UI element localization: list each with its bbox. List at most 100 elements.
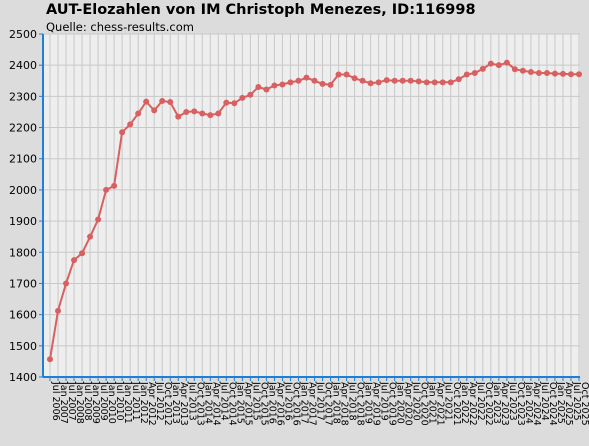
x-tick-label: Oct 2020 — [419, 382, 430, 426]
data-point — [527, 69, 534, 76]
data-point — [335, 71, 342, 78]
x-tick-label: Oct 2019 — [387, 382, 398, 426]
x-tick-label: Oct 2017 — [323, 382, 334, 426]
y-tick-label: 1500 — [9, 340, 37, 353]
data-point — [423, 79, 430, 86]
x-tick-label: Jul 2015 — [250, 381, 261, 421]
chart-subtitle: Quelle: chess-results.com — [46, 20, 194, 34]
y-tick-label: 2400 — [9, 59, 37, 72]
x-tick-label: Jan 2010 — [106, 381, 117, 424]
x-tick-label: Oct 2018 — [355, 382, 366, 426]
data-point — [279, 81, 286, 88]
x-tick-label: Jul 2009 — [98, 381, 109, 421]
data-point — [151, 107, 158, 114]
x-tick-label: Apr 2016 — [274, 382, 285, 426]
data-point — [559, 70, 566, 77]
data-point — [263, 86, 270, 93]
x-tick-label: Apr 2018 — [339, 382, 350, 426]
x-tick-label: Oct 2013 — [194, 382, 205, 426]
x-tick-label: Apr 2012 — [146, 382, 157, 426]
data-point — [183, 108, 190, 115]
series-points — [47, 59, 582, 363]
x-tick-label: Apr 2015 — [242, 382, 253, 426]
x-tick-label: Jul 2006 — [50, 381, 61, 421]
axes — [39, 33, 580, 381]
x-tick-label: Jan 2013 — [170, 381, 181, 424]
y-tick-label: 1400 — [9, 371, 37, 384]
x-tick-label: Apr 2025 — [563, 382, 574, 426]
x-tick-label: Apr 2013 — [178, 382, 189, 426]
data-point — [463, 71, 470, 78]
data-point — [367, 80, 374, 87]
data-point — [215, 110, 222, 117]
x-tick-label: Oct 2024 — [547, 382, 558, 426]
data-point — [551, 70, 558, 77]
data-point — [471, 69, 478, 76]
data-point — [479, 65, 486, 72]
y-tick-label: 1700 — [9, 277, 37, 290]
x-tick-label: Oct 2012 — [162, 382, 173, 426]
data-point — [111, 182, 118, 189]
y-tick-label: 2100 — [9, 153, 37, 166]
x-tick-label: Jul 2021 — [443, 381, 454, 421]
data-point — [135, 110, 142, 117]
y-tick-label: 1900 — [9, 215, 37, 228]
x-tick-label: Apr 2020 — [403, 382, 414, 426]
x-tick-label: Apr 2019 — [371, 382, 382, 426]
data-point — [359, 77, 366, 84]
data-point — [159, 98, 166, 105]
x-tick-label: Jul 2007 — [66, 381, 77, 421]
data-point — [255, 84, 262, 91]
data-point — [407, 77, 414, 84]
data-point — [207, 112, 214, 119]
data-point — [119, 129, 126, 136]
x-tick-label: Apr 2017 — [306, 382, 317, 426]
x-tick-label: Jul 2024 — [539, 381, 550, 421]
data-point — [55, 307, 62, 314]
x-tick-label: Jul 2017 — [315, 381, 326, 421]
x-tick-label: Jan 2020 — [395, 381, 406, 424]
data-point — [71, 257, 78, 264]
y-tick-labels: 1400 1500 1600 1700 1800 1900 2000 2100 2200 2300… — [9, 28, 37, 384]
x-tick-label: Jul 2016 — [282, 381, 293, 421]
x-tick-label: Oct 2014 — [226, 382, 237, 426]
x-tick-label: Jul 2008 — [82, 381, 93, 421]
data-point — [191, 108, 198, 115]
x-tick-label: Jul 2018 — [347, 381, 358, 421]
data-point — [455, 76, 462, 83]
x-tick-label: Oct 2023 — [515, 382, 526, 426]
x-tick-label: Jan 2011 — [122, 381, 133, 424]
data-point — [447, 79, 454, 86]
x-tick-label: Jan 2016 — [266, 381, 277, 424]
x-tick-label: Jan 2019 — [363, 381, 374, 424]
x-tick-label: Jan 2007 — [58, 381, 69, 424]
plot-area — [43, 34, 580, 377]
data-point — [247, 91, 254, 98]
data-point — [519, 67, 526, 74]
x-tick-label: Apr 2022 — [467, 382, 478, 426]
data-point — [103, 186, 110, 193]
data-point — [143, 98, 150, 105]
data-point — [415, 78, 422, 85]
x-tick-label: Jul 2011 — [130, 381, 141, 421]
x-tick-label: Jul 2022 — [475, 381, 486, 421]
x-tick-label: Jan 2008 — [74, 381, 85, 424]
y-tick-label: 2500 — [9, 28, 37, 41]
x-tick-label: Jan 2009 — [90, 381, 101, 424]
x-tick-label: Oct 2016 — [290, 382, 301, 426]
data-point — [63, 280, 70, 287]
data-point — [495, 62, 502, 69]
data-point — [167, 98, 174, 105]
data-point — [223, 99, 230, 106]
data-point — [87, 233, 94, 240]
x-tick-label: Jul 2020 — [411, 381, 422, 421]
chart-title: AUT-Elozahlen von IM Christoph Menezes, … — [46, 2, 476, 18]
y-tick-label: 1800 — [9, 246, 37, 259]
x-tick-label: Jan 2022 — [459, 381, 470, 424]
x-tick-label: Oct 2015 — [258, 382, 269, 426]
data-point — [399, 77, 406, 84]
data-point — [327, 81, 334, 88]
x-tick-label: Jan 2018 — [331, 381, 342, 424]
data-point — [319, 80, 326, 87]
